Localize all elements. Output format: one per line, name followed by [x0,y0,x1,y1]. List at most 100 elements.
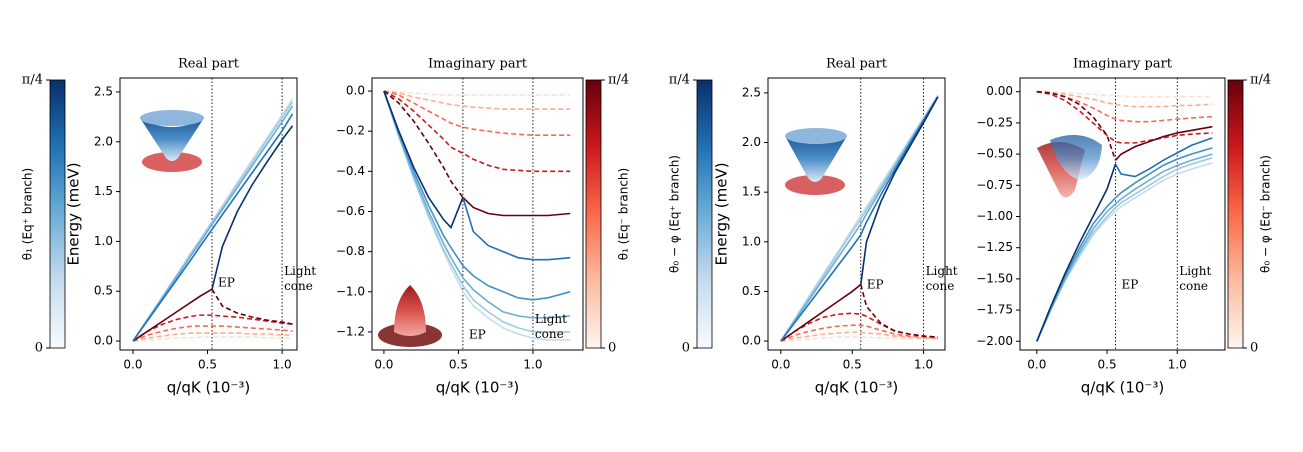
series-line [780,331,938,342]
series-line [1036,153,1213,342]
y-tick-label: −0.50 [976,147,1013,161]
y-tick-label: −1.50 [976,271,1013,285]
series-line [780,336,938,342]
series-line [462,196,571,217]
annotation: EP [218,276,235,290]
inset-illustration [140,110,204,172]
y-tick-label: −0.4 [336,164,365,178]
y-tick-label: 0.5 [742,284,761,298]
colorbar [696,79,713,349]
colorbar-tick-label: 0 [682,341,690,356]
inset-cone [140,118,204,161]
series-line [383,90,571,301]
series-line [780,283,862,342]
series-line [132,325,293,342]
series-line [211,125,294,290]
inset-cone-top [785,128,847,144]
series-line [383,90,571,96]
annotation-box: Light cone [535,312,567,341]
annotation-box: Light cone [1179,264,1212,293]
colorbar-label: θ₀ − φ (Eq⁺ branch) [668,155,682,273]
panel: Real part q/qK (10⁻³) Energy (meV) 0.0 0.5 1.… [668,57,958,397]
y-tick-label: −0.2 [336,124,365,138]
series-line [1036,163,1117,342]
panel: Imaginary part q/qK (10⁻³) 0.0 0.5 1.0 0.0 −0.… [336,57,631,397]
x-tick-label: 1.0 [1168,358,1187,372]
y-tick-label: −0.75 [976,178,1013,192]
y-tick-label: 1.0 [742,234,761,248]
colorbar-tick-label: π/4 [1250,73,1271,88]
colorbar [1227,79,1244,349]
y-tick-label: 0.0 [742,334,761,348]
y-tick-label: −1.0 [336,284,365,298]
inset-cone [785,136,847,182]
series-line [132,105,294,342]
axes-frame [371,77,584,351]
series-line [132,336,293,342]
plot-area [132,78,294,350]
series-line [383,90,464,198]
colorbar [49,79,66,349]
annotation-box: Light cone [925,264,958,293]
x-axis-label: q/qK (10⁻³) [436,379,519,397]
plot-area [780,78,939,350]
series-line [780,96,939,342]
x-axis-label: q/qK (10⁻³) [167,379,250,397]
x-tick-label: 0.0 [123,358,142,372]
y-tick-label: 0.0 [94,334,113,348]
annotation: Light cone [284,264,317,293]
annotation: EP [1121,278,1138,292]
inset-illustration [378,285,442,347]
series-line [780,324,938,342]
colorbar-tick-label: 0 [608,341,616,356]
y-tick-label: 2.5 [94,84,113,98]
axes-frame [767,77,946,351]
y-axis-label: Energy (meV) [713,162,731,265]
x-tick-label: 0.0 [771,358,790,372]
panel-title: Real part [826,57,888,72]
inset-disk [142,152,202,172]
series-line [211,288,293,325]
y-tick-label: −1.00 [976,209,1013,223]
colorbar-label: θ₁ (Eq⁻ branch) [617,168,631,260]
series-line [383,90,571,137]
series-line [1036,90,1213,98]
series-line [780,94,939,342]
annotation: Light cone [925,264,958,293]
x-tick-label: 0.0 [1027,358,1046,372]
series-line [132,332,293,342]
y-tick-label: 1.5 [742,185,761,199]
x-tick-label: 0.5 [1098,358,1117,372]
inset-bullet [394,285,426,336]
series-line [1114,125,1213,161]
y-tick-label: 0.5 [94,284,113,298]
x-tick-label: 0.5 [843,358,862,372]
series-line [1114,137,1213,178]
axes-frame [119,77,298,351]
inset-cone-top [140,110,204,126]
y-axis-label: Energy (meV) [65,162,83,265]
annotation: Light cone [1179,264,1212,293]
series-line [462,197,571,261]
plot-area [1036,78,1213,350]
colorbar-label: θ₀ − φ (Eq⁻ branch) [1259,155,1273,273]
panel-title: Imaginary part [1073,57,1173,72]
panel-title: Real part [178,57,240,72]
panel-title: Imaginary part [428,57,528,72]
y-tick-label: 1.0 [94,234,113,248]
series-line [860,284,938,338]
series-line [1036,90,1117,161]
y-tick-label: −0.25 [976,115,1013,129]
x-tick-label: 1.0 [914,358,933,372]
series-line [780,96,939,342]
y-tick-label: −2.00 [976,334,1013,348]
y-tick-label: −0.8 [336,244,365,258]
series-line [1036,90,1213,144]
colorbar-tick-label: π/4 [669,73,690,88]
y-tick-label: −1.2 [336,324,365,338]
y-tick-label: −1.75 [976,303,1013,317]
inset-blob-blue [1050,135,1102,180]
series-line [383,90,464,230]
inset-illustration [785,128,847,195]
